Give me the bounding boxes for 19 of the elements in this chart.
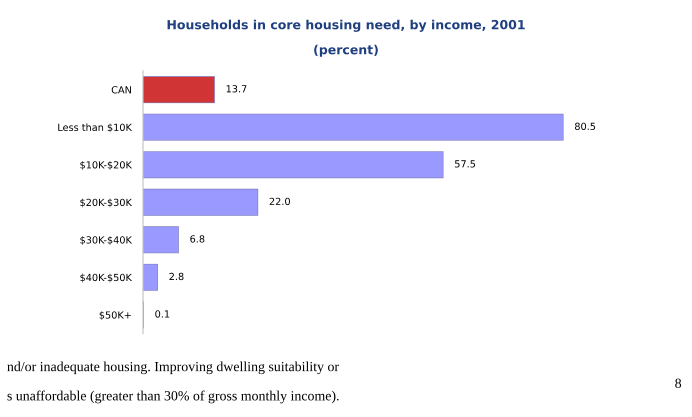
data-label: 57.5 [455, 160, 476, 168]
y-tick-label: $20K-$30K [80, 198, 132, 208]
chart-subtitle: (percent) [314, 44, 378, 57]
y-tick-label: $40K-$50K [80, 274, 132, 282]
chart-title: Households in core housing need, by income, 2001 [168, 20, 525, 32]
text: 8 [675, 378, 682, 388]
y-tick-label: $30K-$40K [80, 236, 132, 245]
y-tick-label: $10K-$20K [80, 161, 132, 170]
y-tick-label: Less than $10K [58, 123, 132, 132]
data-label: 22.0 [270, 198, 290, 206]
data-label: 2.8 [169, 272, 184, 280]
y-tick-label: CAN [112, 86, 131, 94]
text: s unaffordable (greater than 30% of gross monthly income). [7, 390, 339, 404]
data-label: 0.1 [155, 310, 170, 318]
data-label: 6.8 [190, 235, 204, 243]
y-tick-label: $50K+ [100, 311, 131, 320]
data-label: 13.7 [226, 85, 246, 92]
data-label: 80.5 [574, 122, 596, 130]
text: nd/or inadequate housing. Improving dwelling suitability or [7, 361, 339, 374]
